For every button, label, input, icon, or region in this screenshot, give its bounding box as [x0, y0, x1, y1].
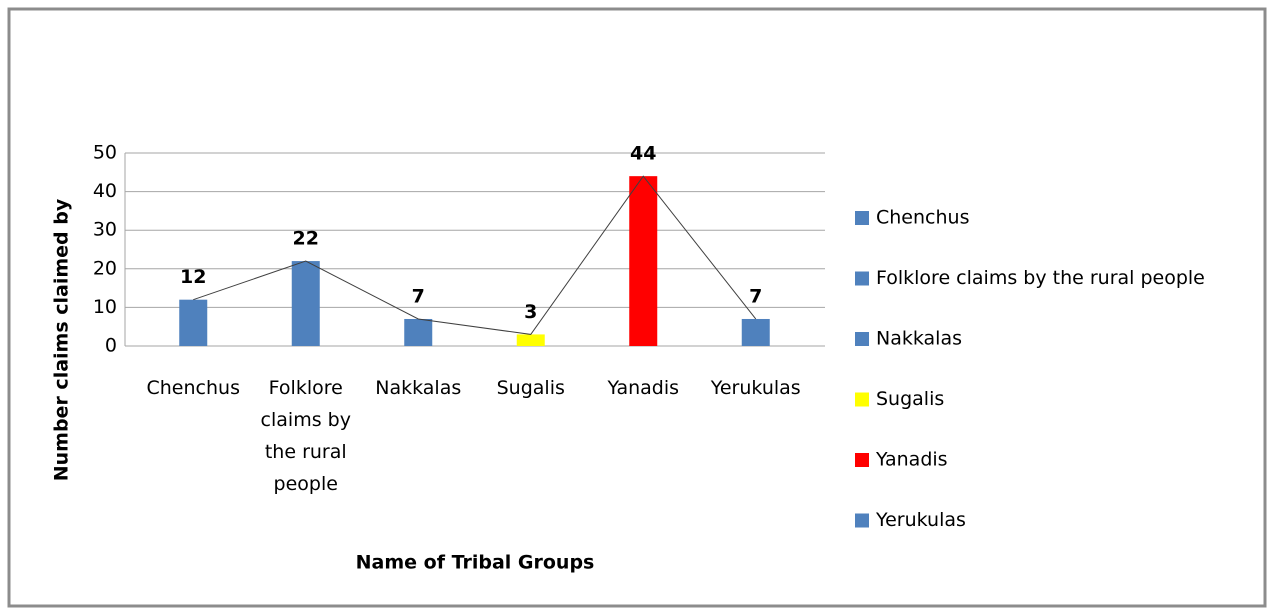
legend-label: Nakkalas [876, 328, 962, 350]
x-tick-label-box: Sugalis [496, 377, 565, 399]
data-label: 3 [524, 301, 537, 323]
legend-swatch [855, 332, 869, 346]
data-label: 7 [749, 285, 762, 307]
data-label: 44 [630, 143, 656, 165]
bar [291, 261, 320, 346]
bar [629, 176, 658, 346]
legend-label: Chenchus [876, 207, 969, 229]
legend-label: Yanadis [875, 449, 948, 471]
x-tick-label: Nakkalas [375, 377, 462, 399]
legend-swatch [855, 513, 869, 528]
x-tick-label-box: Chenchus [146, 377, 240, 399]
legend-swatch [855, 453, 869, 467]
x-tick-label: Yerukulas [710, 377, 801, 399]
x-tick-label: Folklore claims by the rural people [260, 377, 351, 495]
connecting-line [193, 175, 757, 335]
legend-label: Yerukulas [875, 509, 966, 531]
y-tick-label: 20 [93, 257, 117, 279]
x-tick-label: Chenchus [146, 377, 240, 399]
legend-swatch [855, 211, 869, 225]
legend-swatch [855, 271, 869, 286]
legend-label: Folklore claims by the rural people [876, 267, 1205, 289]
data-label: 12 [180, 266, 206, 288]
bar [404, 318, 433, 346]
y-tick-label: 30 [93, 219, 117, 241]
bar [741, 318, 770, 346]
y-tick-label: 10 [93, 296, 117, 318]
x-tick-label: Sugalis [496, 377, 565, 399]
y-tick-label: 50 [93, 142, 117, 164]
x-axis-title: Name of Tribal Groups [356, 552, 595, 574]
y-tick-label: 0 [105, 335, 117, 357]
legend-swatch [855, 392, 869, 407]
x-tick-label-box: Yanadis [607, 377, 680, 399]
bar [179, 299, 208, 346]
bar [516, 334, 545, 346]
legend-label: Sugalis [876, 388, 944, 410]
y-tick-label: 40 [93, 180, 117, 202]
x-tick-label: Yanadis [607, 377, 680, 399]
y-axis-title: Number claims claimed by [51, 198, 73, 481]
x-tick-label-box: Folklore claims by the rural people [260, 377, 351, 495]
x-tick-label-box: Yerukulas [710, 377, 801, 399]
data-label: 7 [412, 285, 425, 307]
x-tick-label-box: Nakkalas [375, 377, 462, 399]
data-label: 22 [293, 228, 319, 250]
